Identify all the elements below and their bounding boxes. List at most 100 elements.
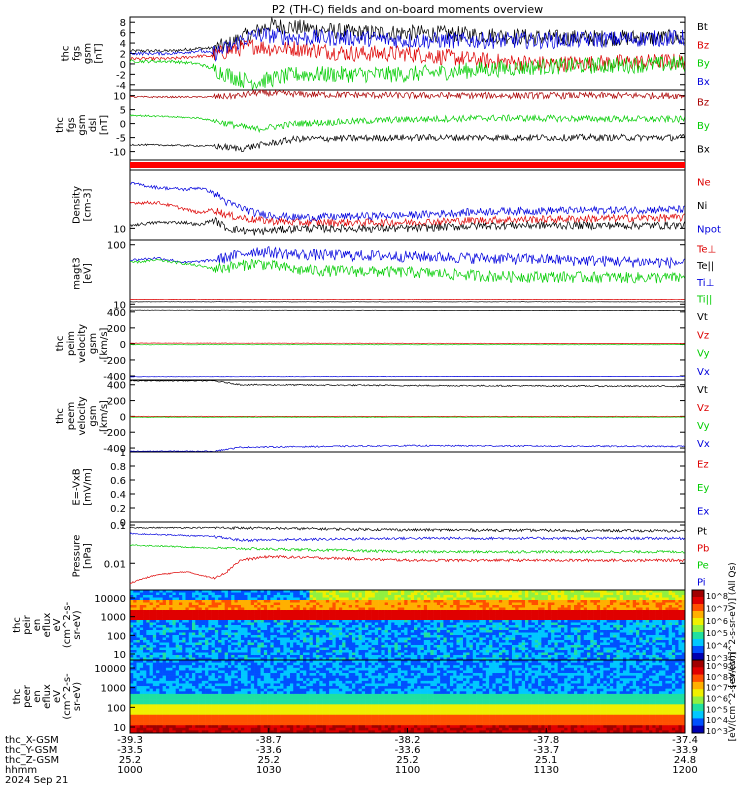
heatmap-cell [662, 627, 666, 631]
heatmap-cell [681, 645, 686, 648]
heatmap-cell [378, 612, 382, 616]
heatmap-cell [218, 635, 222, 638]
heatmap-cell [511, 617, 516, 621]
heatmap-cell [270, 637, 274, 641]
heatmap-cell [472, 590, 477, 593]
y-axis-label: thc [61, 46, 72, 62]
heatmap-cell [662, 612, 666, 616]
heatmap-cell [492, 625, 496, 628]
heatmap-cell [316, 600, 320, 603]
heatmap-cell [616, 607, 621, 611]
y-axis-label: [cm-3] [83, 188, 94, 221]
heatmap-cell [420, 627, 425, 631]
heatmap-cell [639, 637, 643, 641]
heatmap-cell [296, 657, 301, 661]
heatmap-cell [613, 617, 617, 621]
heatmap-cell [283, 625, 288, 628]
heatmap-cell [381, 610, 385, 613]
heatmap-cell [495, 647, 500, 651]
heatmap-cell [345, 645, 350, 648]
heatmap-cell [178, 620, 183, 623]
heatmap-cell [335, 607, 340, 611]
heatmap-cell [130, 617, 134, 621]
heatmap-cell [446, 645, 451, 648]
heatmap-cell [303, 597, 307, 601]
heatmap-cell [214, 610, 219, 613]
heatmap-cell [185, 600, 190, 603]
heatmap-cell [443, 605, 447, 608]
heatmap-cell [515, 647, 519, 651]
heatmap-cell [394, 642, 399, 646]
heatmap-cell [394, 635, 399, 638]
heatmap-cell [286, 635, 291, 638]
colorbar-segment [692, 618, 704, 626]
heatmap-cell [472, 632, 477, 636]
heatmap-cell [185, 602, 190, 606]
heatmap-cell [476, 647, 480, 651]
heatmap-cell [609, 592, 614, 596]
heatmap-cell [619, 597, 624, 601]
heatmap-cell [404, 597, 408, 601]
heatmap-cell [257, 612, 261, 616]
heatmap-cell [675, 640, 679, 643]
heatmap-cell [433, 652, 438, 656]
heatmap-cell [198, 642, 203, 646]
heatmap-cell [534, 605, 539, 608]
heatmap-cell [414, 612, 418, 616]
heatmap-cell [410, 640, 415, 643]
heatmap-cell [440, 642, 444, 646]
heatmap-cell [417, 602, 421, 606]
heatmap-cell [348, 615, 353, 618]
heatmap-cell [374, 632, 379, 636]
heatmap-cell [596, 607, 601, 611]
heatmap-cell [479, 650, 483, 653]
heatmap-cell [241, 590, 245, 593]
heatmap-cell [338, 620, 343, 623]
heatmap-cell [495, 617, 500, 621]
heatmap-cell [371, 595, 376, 598]
heatmap-cell [146, 655, 150, 658]
heatmap-cell [547, 657, 552, 661]
heatmap-cell [400, 610, 405, 613]
heatmap-cell [456, 647, 461, 651]
heatmap-cell [397, 592, 402, 596]
heatmap-cell [234, 602, 239, 606]
heatmap-cell [436, 607, 441, 611]
heatmap-cell [198, 625, 203, 628]
heatmap-cell [580, 645, 585, 648]
heatmap-cell [332, 590, 336, 593]
heatmap-cell [156, 635, 160, 638]
heatmap-cell [342, 630, 346, 633]
heatmap-cell [606, 605, 611, 608]
heatmap-cell [560, 645, 565, 648]
heatmap-cell [554, 615, 558, 618]
heatmap-cell [198, 620, 203, 623]
heatmap-cell [152, 615, 157, 618]
heatmap-cell [387, 657, 392, 661]
heatmap-cell [430, 597, 434, 601]
heatmap-cell [583, 617, 588, 621]
heatmap-cell [374, 622, 379, 626]
heatmap-cell [649, 652, 653, 656]
heatmap-cell [325, 635, 330, 638]
heatmap-cell [214, 657, 219, 661]
heatmap-cell [541, 605, 545, 608]
heatmap-cell [443, 617, 447, 621]
heatmap-cell [675, 595, 679, 598]
heatmap-cell [289, 600, 294, 603]
heatmap-cell [574, 625, 578, 628]
heatmap-cell [463, 642, 467, 646]
heatmap-cell [237, 607, 242, 611]
heatmap-cell [502, 625, 506, 628]
heatmap-cell [368, 635, 372, 638]
heatmap-cell [430, 630, 434, 633]
heatmap-cell [260, 652, 265, 656]
heatmap-cell [502, 617, 506, 621]
heatmap-cell [658, 635, 663, 638]
heatmap-cell [384, 652, 389, 656]
heatmap-cell [583, 612, 588, 616]
heatmap-cell [358, 645, 363, 648]
heatmap-cell [528, 607, 532, 611]
heatmap-cell [482, 597, 487, 601]
